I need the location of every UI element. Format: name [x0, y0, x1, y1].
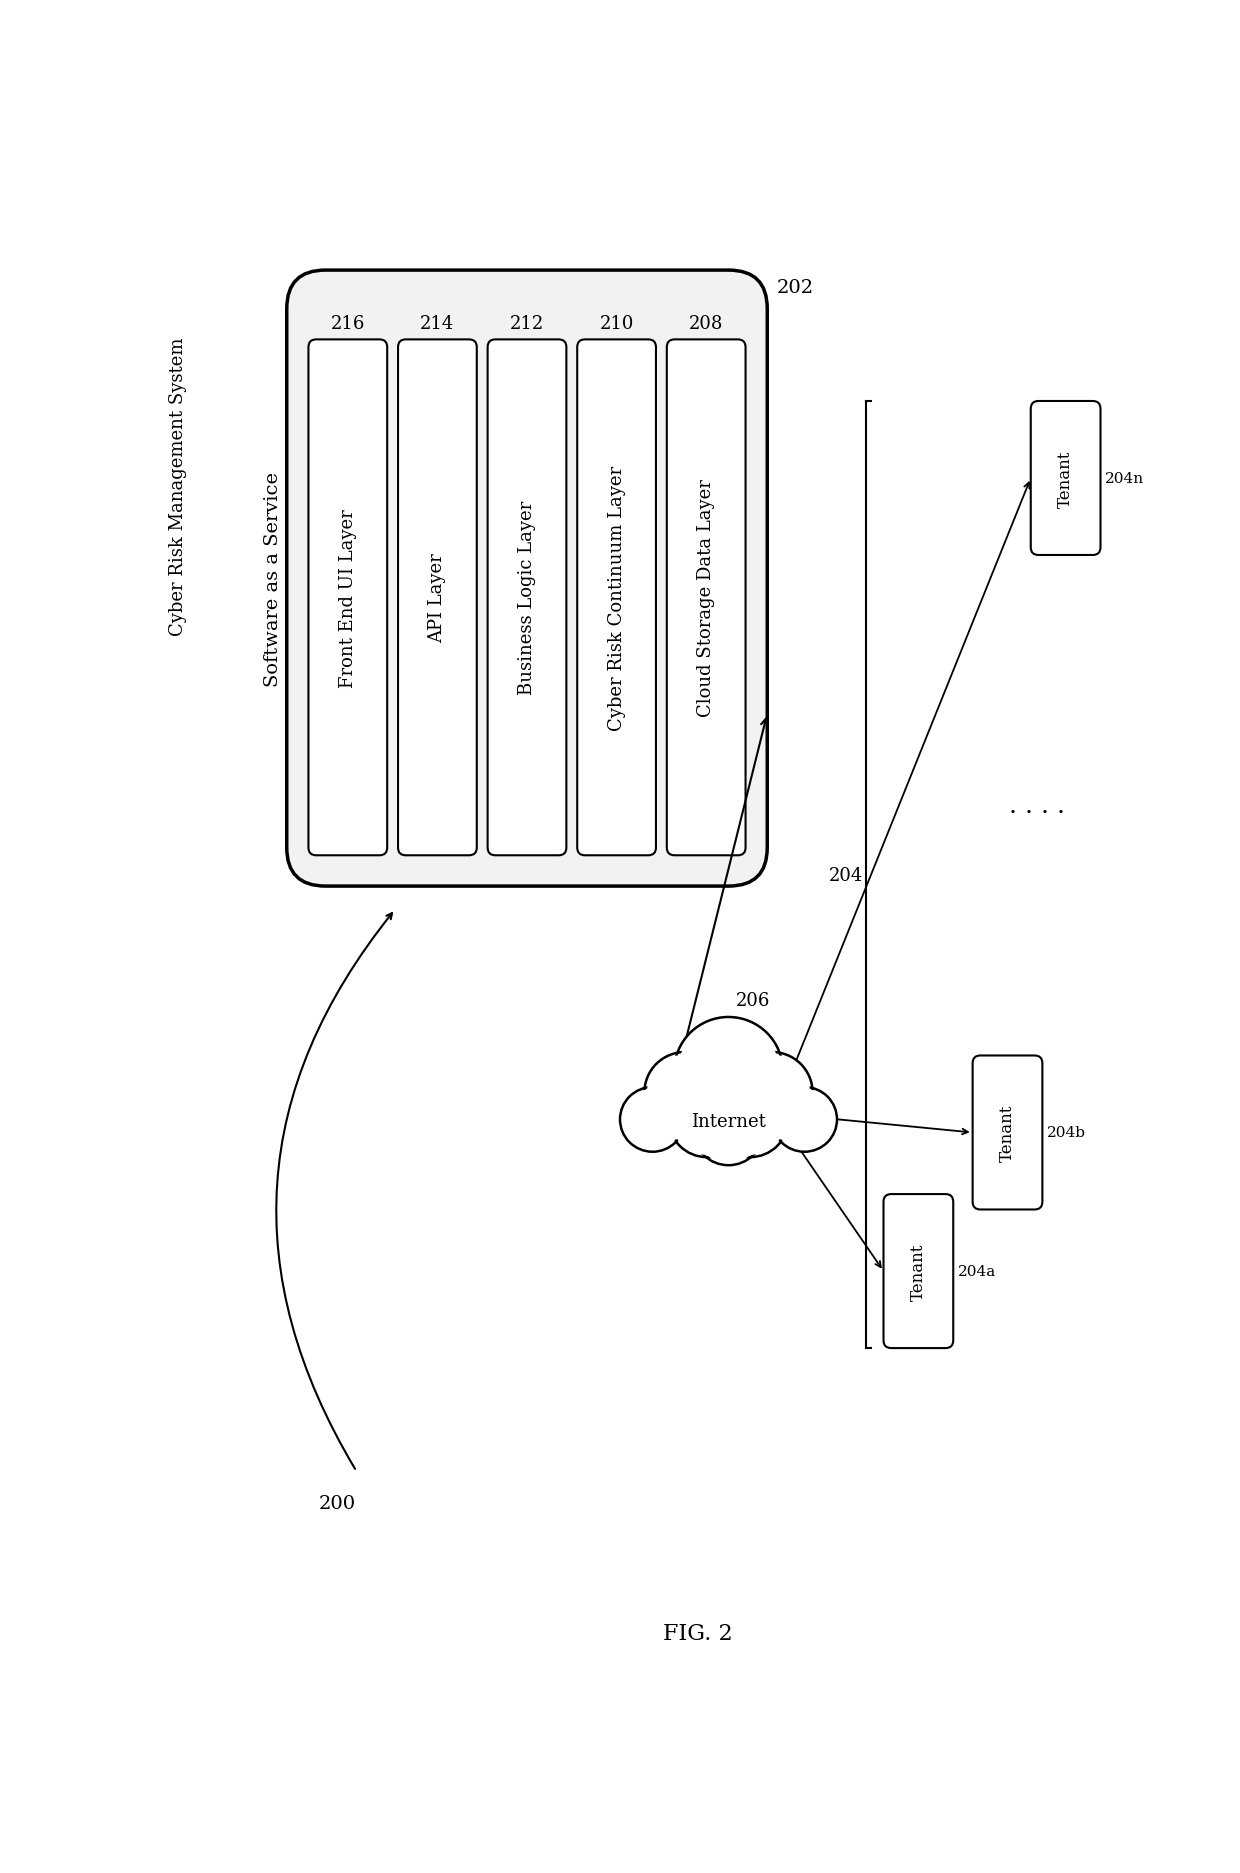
Text: 208: 208	[689, 315, 723, 333]
Circle shape	[771, 1088, 837, 1152]
Circle shape	[645, 1053, 725, 1133]
FancyBboxPatch shape	[1030, 403, 1101, 556]
Text: Tenant: Tenant	[1058, 450, 1074, 508]
Text: 200: 200	[319, 1495, 356, 1513]
Text: 204: 204	[828, 865, 863, 884]
Text: Business Logic Layer: Business Logic Layer	[518, 500, 536, 695]
FancyBboxPatch shape	[309, 341, 387, 856]
Circle shape	[675, 1017, 782, 1126]
Circle shape	[678, 1023, 779, 1120]
FancyBboxPatch shape	[972, 1056, 1043, 1210]
Text: API Layer: API Layer	[428, 553, 446, 642]
FancyBboxPatch shape	[667, 341, 745, 856]
Circle shape	[693, 1096, 764, 1165]
Text: Cyber Risk Management System: Cyber Risk Management System	[169, 337, 187, 635]
Text: Tenant: Tenant	[910, 1242, 926, 1300]
Text: FIG. 2: FIG. 2	[662, 1622, 733, 1644]
Text: . . . .: . . . .	[1008, 794, 1065, 817]
Circle shape	[734, 1056, 810, 1129]
Text: Software as a Service: Software as a Service	[264, 472, 281, 686]
Text: 204b: 204b	[1047, 1126, 1086, 1141]
Text: 212: 212	[510, 315, 544, 333]
FancyBboxPatch shape	[883, 1195, 954, 1349]
Circle shape	[696, 1098, 761, 1163]
Text: 216: 216	[331, 315, 365, 333]
Text: Cyber Risk Continuum Layer: Cyber Risk Continuum Layer	[608, 466, 626, 730]
Circle shape	[672, 1084, 742, 1154]
Text: 204a: 204a	[957, 1264, 996, 1279]
FancyBboxPatch shape	[398, 341, 476, 856]
Text: 206: 206	[737, 991, 770, 1010]
Circle shape	[775, 1090, 835, 1150]
Text: 214: 214	[420, 315, 455, 333]
Circle shape	[712, 1083, 789, 1158]
Circle shape	[668, 1083, 745, 1158]
FancyBboxPatch shape	[286, 272, 768, 886]
Text: Front End UI Layer: Front End UI Layer	[339, 509, 357, 687]
Text: Tenant: Tenant	[999, 1105, 1016, 1161]
FancyBboxPatch shape	[578, 341, 656, 856]
Circle shape	[715, 1084, 785, 1154]
Circle shape	[620, 1088, 684, 1152]
FancyBboxPatch shape	[487, 341, 567, 856]
Circle shape	[647, 1056, 723, 1129]
Text: Cloud Storage Data Layer: Cloud Storage Data Layer	[697, 479, 715, 717]
Text: Internet: Internet	[691, 1113, 766, 1129]
Text: 202: 202	[776, 279, 813, 296]
Text: 204n: 204n	[1105, 472, 1145, 485]
Text: 210: 210	[599, 315, 634, 333]
Circle shape	[622, 1090, 682, 1150]
Circle shape	[732, 1053, 812, 1133]
